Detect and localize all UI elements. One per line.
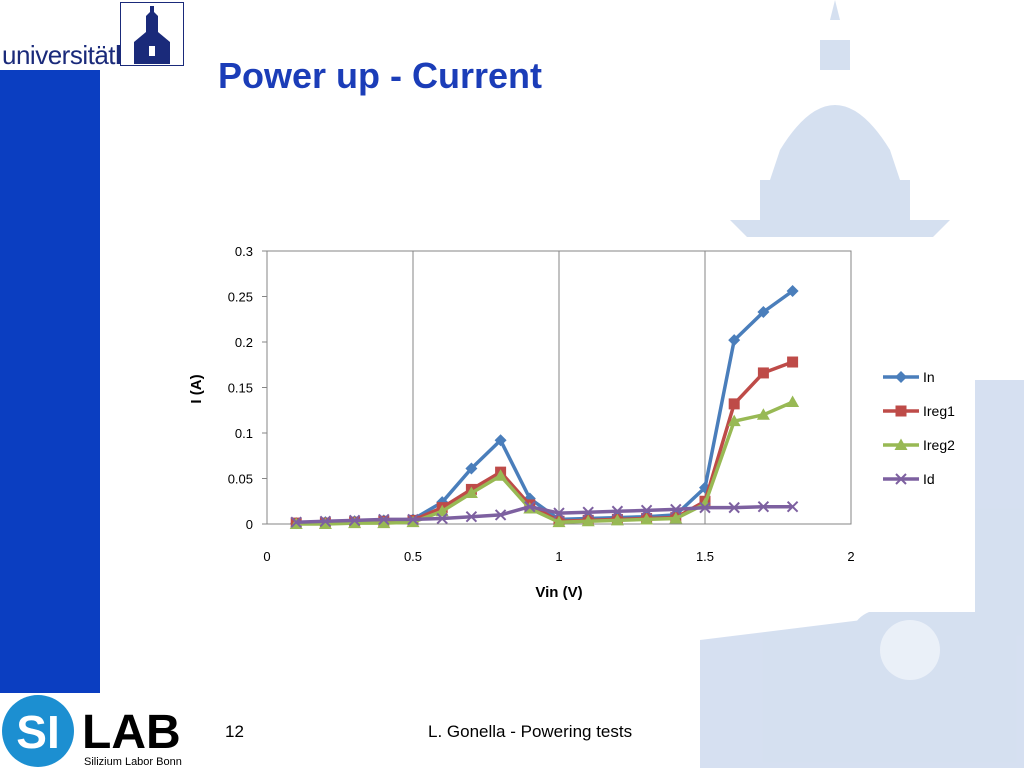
silab-logo-name: LAB (82, 706, 181, 759)
legend-label-ireg1: Ireg1 (923, 403, 955, 419)
legend-item-ireg2: Ireg2 (883, 437, 955, 453)
legend-label-in: In (923, 369, 935, 385)
data-point-id (728, 501, 740, 514)
data-point-ireg2 (552, 515, 566, 528)
data-point-in (786, 285, 799, 298)
data-point-id (786, 501, 799, 513)
data-point-in (757, 305, 770, 318)
slide-footer-text: L. Gonella - Powering tests (428, 722, 633, 741)
x-tick-label: 0 (263, 549, 270, 564)
y-tick-label: 0.3 (235, 244, 253, 259)
series-line-id (296, 504, 793, 524)
data-point-id (465, 511, 478, 523)
data-point-id (640, 504, 653, 517)
x-tick-label: 2 (847, 549, 854, 564)
data-point-id (290, 516, 302, 528)
legend-item-in: In (883, 369, 935, 385)
data-point-ireg2 (435, 504, 449, 517)
series-line-ireg1 (296, 360, 794, 525)
data-point-id (611, 505, 624, 517)
data-point-id (553, 507, 565, 519)
data-point-id (524, 501, 536, 513)
series-ireg1 (290, 356, 799, 529)
y-tick-label: 0 (246, 517, 253, 532)
y-tick-label: 0.1 (235, 426, 253, 441)
series-id (290, 501, 799, 528)
data-point-ireg1 (728, 398, 740, 410)
y-tick-label: 0.15 (228, 381, 253, 396)
data-point-ireg2 (786, 395, 800, 408)
data-point-ireg2 (494, 469, 508, 481)
slide-page-number: 12 (225, 722, 244, 741)
legend-marker-id (895, 473, 907, 485)
data-point-ireg2 (348, 516, 362, 529)
silab-logo: SI LAB Silizium Labor Bonn (0, 693, 200, 768)
data-point-id (348, 514, 361, 527)
university-emblem-icon (120, 2, 184, 66)
data-point-in (728, 334, 741, 347)
y-tick-label: 0.05 (228, 472, 253, 487)
x-tick-label: 1 (555, 549, 562, 564)
data-point-id (378, 513, 390, 526)
x-axis-label: Vin (V) (535, 584, 582, 601)
data-point-id (319, 515, 332, 527)
y-axis-label: I (A) (188, 374, 205, 403)
legend-marker-ireg1 (895, 405, 907, 417)
university-logo: universitätbonn (0, 0, 188, 70)
data-point-in (494, 434, 507, 447)
data-point-ireg2 (464, 486, 478, 499)
silab-logo-circle-icon (2, 695, 74, 767)
data-point-id (436, 512, 448, 525)
data-point-id (407, 513, 419, 526)
data-point-ireg2 (756, 408, 770, 420)
y-tick-label: 0.25 (228, 290, 253, 305)
series-line-in (296, 289, 794, 525)
data-point-ireg2 (610, 513, 624, 526)
data-point-ireg2 (318, 517, 332, 529)
data-point-id (494, 509, 507, 521)
silab-logo-subtitle: Silizium Labor Bonn (84, 756, 182, 768)
legend-marker-in (895, 371, 907, 383)
data-point-ireg1 (757, 367, 769, 379)
data-point-ireg2 (669, 512, 683, 524)
legend-label-id: Id (923, 471, 935, 487)
current-vs-voltage-chart: 0 0.5 1 1.5 2 0 0.05 0.1 0.15 0.2 0.25 0.3 In Ireg1 I… (175, 237, 975, 612)
data-point-id (757, 501, 770, 513)
data-point-id (582, 506, 594, 518)
data-point-id (699, 501, 711, 514)
data-point-id (670, 503, 682, 516)
data-point-ireg2 (377, 516, 391, 529)
slide-title: Power up - Current (218, 55, 543, 96)
legend-item-id: Id (883, 471, 935, 487)
data-point-ireg1 (787, 356, 799, 368)
x-tick-label: 0.5 (404, 549, 422, 564)
data-point-in (465, 462, 478, 475)
legend-item-ireg1: Ireg1 (883, 403, 955, 419)
silab-logo-mark: SI (16, 706, 59, 758)
series-in (290, 285, 799, 530)
data-point-ireg2 (406, 515, 420, 528)
data-point-ireg2 (640, 512, 654, 525)
x-tick-label: 1.5 (696, 549, 714, 564)
left-sidebar-band (0, 0, 100, 693)
legend-marker-ireg2 (894, 438, 908, 450)
data-point-ireg2 (581, 514, 595, 527)
legend-label-ireg2: Ireg2 (923, 437, 955, 453)
y-tick-label: 0.2 (235, 335, 253, 350)
data-point-ireg2 (727, 414, 741, 427)
